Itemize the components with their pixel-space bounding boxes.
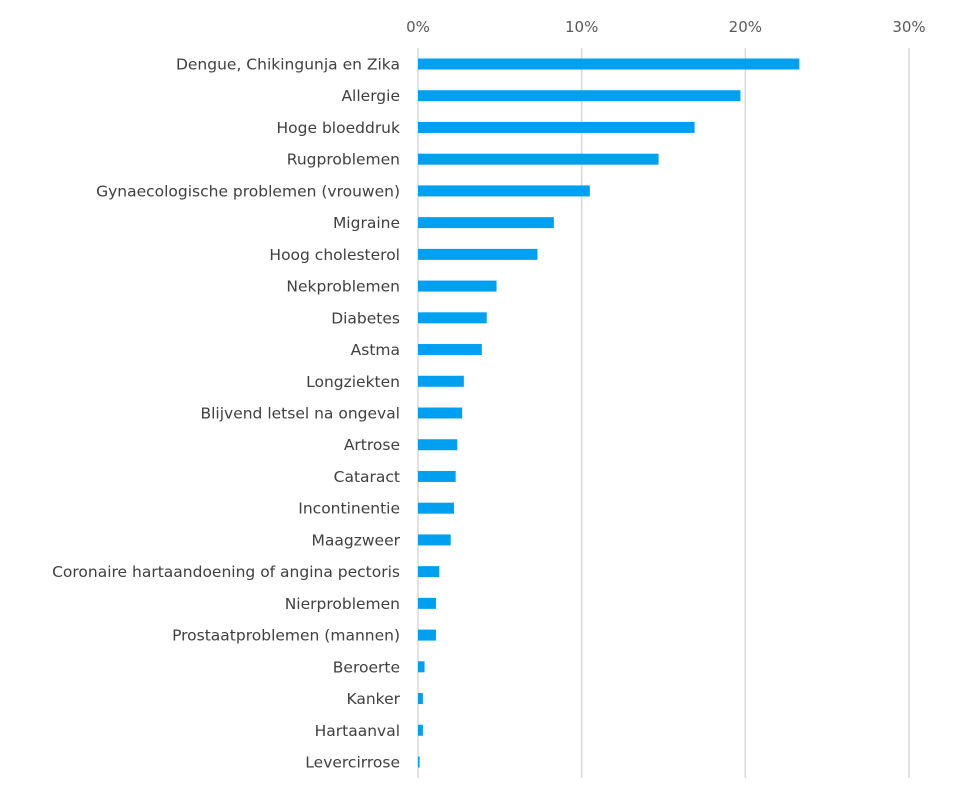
bar bbox=[418, 629, 437, 641]
category-label: Longziekten bbox=[306, 373, 400, 391]
bar bbox=[418, 407, 463, 419]
category-label: Nierproblemen bbox=[285, 595, 400, 613]
bar bbox=[418, 534, 451, 546]
bar bbox=[418, 248, 538, 260]
category-label: Blijvend letsel na ongeval bbox=[200, 405, 400, 423]
bar bbox=[418, 185, 590, 197]
bar bbox=[418, 566, 440, 578]
category-label: Incontinentie bbox=[298, 500, 400, 518]
category-label: Diabetes bbox=[331, 309, 400, 327]
bars bbox=[418, 58, 800, 768]
x-tick-label: 20% bbox=[729, 18, 762, 36]
category-label: Artrose bbox=[344, 436, 400, 454]
category-label: Cataract bbox=[334, 468, 400, 486]
bar bbox=[418, 312, 487, 324]
bar bbox=[418, 502, 455, 514]
category-label: Coronaire hartaandoening of angina pecto… bbox=[52, 563, 400, 581]
category-label: Hartaanval bbox=[315, 722, 400, 740]
x-tick-label: 30% bbox=[892, 18, 925, 36]
category-label: Nekproblemen bbox=[286, 278, 400, 296]
category-label: Astma bbox=[351, 341, 400, 359]
category-label: Gynaecologische problemen (vrouwen) bbox=[96, 182, 400, 200]
bar bbox=[418, 693, 423, 705]
bar bbox=[418, 121, 695, 133]
bar bbox=[418, 756, 420, 768]
category-label: Beroerte bbox=[333, 658, 400, 676]
x-axis-ticks: 0% 10% 20% 30% bbox=[406, 18, 926, 36]
x-tick-label: 10% bbox=[565, 18, 598, 36]
bar bbox=[418, 470, 456, 482]
bar bbox=[418, 217, 554, 229]
category-labels: Dengue, Chikingunja en Zika Allergie Hoge … bbox=[52, 56, 401, 772]
category-label: Hoge bloeddruk bbox=[277, 119, 400, 137]
bar bbox=[418, 597, 437, 609]
bar bbox=[418, 375, 464, 387]
bar bbox=[418, 153, 659, 165]
category-label: Kanker bbox=[346, 690, 400, 708]
category-label: Levercirrose bbox=[305, 754, 400, 772]
category-label: Dengue, Chikingunja en Zika bbox=[176, 56, 400, 74]
category-label: Maagzweer bbox=[312, 531, 401, 549]
bar bbox=[418, 90, 741, 102]
bar bbox=[418, 439, 458, 451]
bar bbox=[418, 661, 425, 673]
bar bbox=[418, 280, 497, 292]
x-tick-label: 0% bbox=[406, 18, 430, 36]
category-label: Allergie bbox=[341, 87, 400, 105]
category-label: Hoog cholesterol bbox=[269, 246, 400, 264]
bar bbox=[418, 724, 423, 736]
bar bbox=[418, 344, 482, 356]
category-label: Migraine bbox=[333, 214, 400, 232]
category-label: Prostaatproblemen (mannen) bbox=[172, 627, 400, 645]
bar bbox=[418, 58, 800, 70]
category-label: Rugproblemen bbox=[287, 151, 400, 169]
